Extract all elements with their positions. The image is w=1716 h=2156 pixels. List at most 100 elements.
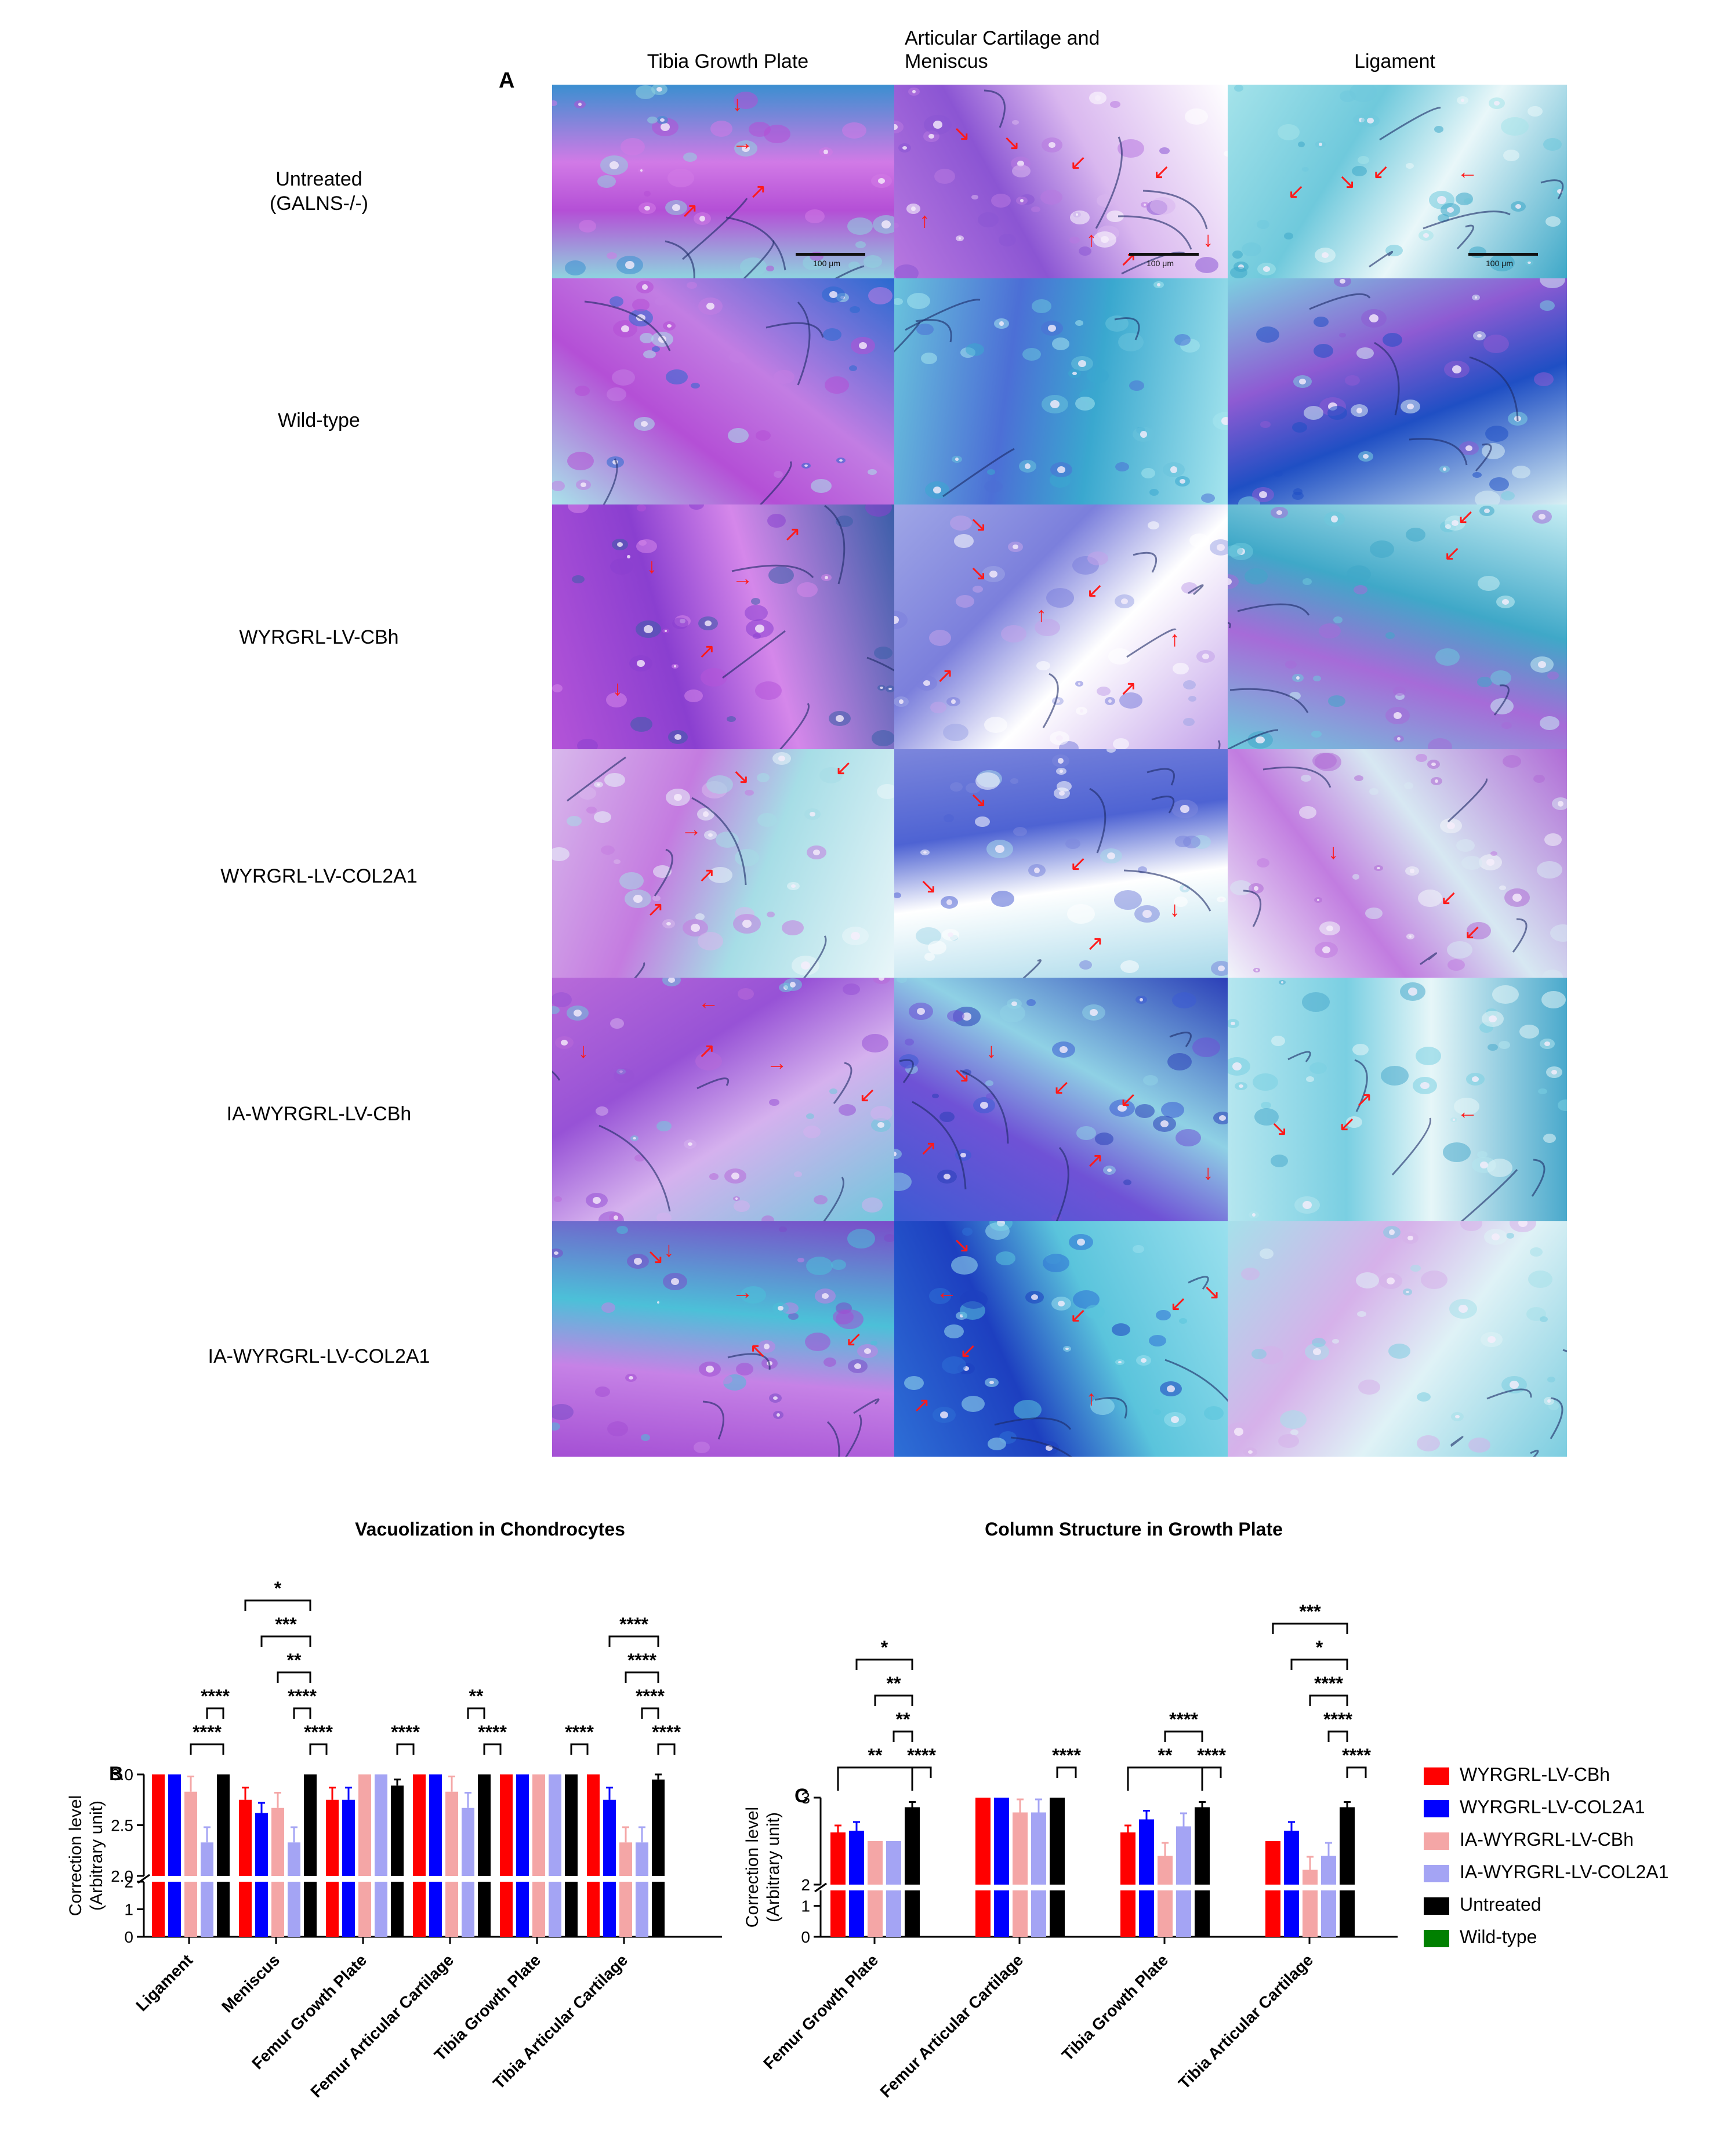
bar: [462, 1807, 474, 1876]
significance-label: ****: [636, 1686, 665, 1707]
bar-lower-segment: [358, 1882, 371, 1937]
y-axis-label: (Arbitrary unit): [87, 1801, 106, 1911]
bar-lower-segment: [168, 1882, 181, 1937]
scale-bar-label: 100 μm: [1147, 259, 1174, 268]
red-arrow-icon: ↗: [749, 179, 767, 203]
red-arrow-icon: ↗: [681, 198, 699, 223]
significance-bracket: [641, 1707, 659, 1719]
bar-lower-segment: [478, 1882, 491, 1937]
bar: [168, 1774, 181, 1876]
significance-label: ****: [652, 1722, 681, 1743]
y-tick-label: 3.0: [111, 1766, 133, 1784]
significance-bracket: [1056, 1766, 1077, 1778]
bar: [1120, 1832, 1135, 1885]
bar-lower-segment: [326, 1882, 339, 1937]
significance-label: ****: [1197, 1745, 1226, 1766]
row-label-ia-wyrgrl-col2a1: IA-WYRGRL-LV-COL2A1: [208, 1345, 430, 1367]
red-arrow-icon: ↑: [1086, 227, 1097, 252]
red-arrow-icon: ↙: [1069, 851, 1087, 875]
micrograph-grid: ↓ → ↗ ↗ 100 μm ↘ ↘ ↙ ↙ ↑ ↑ ↓ ↗ 100 μm ↙ ↘ ↙ ← 100 μm ↓ → ↗ ↗ ↓ ↘…: [552, 85, 1567, 1457]
red-arrow-icon: ↙: [835, 755, 852, 779]
row-label-ia-wyrgrl-cbh: IA-WYRGRL-LV-CBh: [226, 1103, 412, 1125]
significance-bracket: [657, 1743, 676, 1755]
bar: [1303, 1870, 1318, 1885]
red-arrow-icon: →: [766, 1051, 788, 1075]
bar: [886, 1841, 901, 1885]
bar: [1176, 1826, 1191, 1885]
legend-item: WYRGRL-LV-COL2A1: [1424, 1795, 1645, 1819]
bar-lower-segment: [830, 1890, 846, 1937]
bar-lower-segment: [304, 1882, 317, 1937]
significance-bracket: [190, 1743, 224, 1755]
bar: [217, 1774, 230, 1876]
bar: [603, 1799, 616, 1876]
red-arrow-icon: ↘: [953, 1232, 971, 1257]
red-arrow-icon: ↙: [1287, 179, 1305, 203]
legend-label: Untreated: [1460, 1894, 1541, 1915]
significance-label: ****: [565, 1722, 594, 1743]
significance-bracket: [1327, 1730, 1348, 1742]
chart-title: Column Structure in Growth Plate: [985, 1519, 1283, 1540]
bar-lower-segment: [462, 1882, 474, 1937]
significance-bracket: [260, 1635, 311, 1647]
x-tick-label: Tibia Articular Cartilage: [1175, 1951, 1316, 2092]
red-arrow-icon: ↗: [919, 1136, 937, 1160]
bar: [239, 1799, 252, 1876]
micrograph-tile: ↘ ↙ ↘ ↓ ↗: [894, 749, 1228, 978]
significance-label: ***: [275, 1614, 297, 1635]
significance-bracket: [874, 1694, 913, 1706]
legend: WYRGRL-LV-CBh WYRGRL-LV-COL2A1 IA-WYRGRL-L…: [1424, 1763, 1702, 1947]
red-arrow-icon: ↙: [1443, 541, 1461, 565]
significance-label: **: [287, 1650, 302, 1671]
legend-swatch: [1424, 1799, 1449, 1817]
micrograph-tile: ↓ → ↗ ↗ ↓: [552, 504, 894, 749]
micrograph-tile: [894, 278, 1228, 504]
red-arrow-icon: ↖: [749, 1338, 767, 1363]
bar-lower-segment: [1158, 1890, 1173, 1937]
bar: [358, 1774, 371, 1876]
red-arrow-icon: ←: [1457, 159, 1478, 184]
micrograph-tile: [552, 278, 894, 504]
bar: [868, 1841, 883, 1885]
significance-bracket: [1272, 1623, 1348, 1634]
significance-bracket: [277, 1671, 311, 1683]
legend-label: Wild-type: [1460, 1926, 1537, 1947]
red-arrow-icon: ↘: [953, 121, 971, 145]
significance-label: **: [868, 1745, 883, 1766]
bar-lower-segment: [905, 1890, 920, 1937]
red-arrow-icon: ↓: [612, 676, 623, 700]
bar: [1139, 1819, 1154, 1885]
red-arrow-icon: ↙: [1053, 1075, 1071, 1099]
red-arrow-icon: ←: [1457, 1099, 1478, 1123]
bar-lower-segment: [239, 1882, 252, 1937]
red-arrow-icon: ↙: [1338, 1112, 1356, 1135]
bar: [271, 1807, 284, 1876]
bar: [532, 1774, 545, 1876]
bar: [326, 1799, 339, 1876]
bar-lower-segment: [587, 1882, 600, 1937]
red-arrow-icon: →: [732, 130, 753, 155]
y-tick-label: 2.0: [111, 1867, 133, 1885]
y-tick-label: 0: [801, 1928, 810, 1946]
red-arrow-icon: ↙: [1153, 159, 1171, 184]
y-tick-label: 1: [124, 1901, 133, 1919]
significance-bracket: [855, 1658, 913, 1670]
panel-a-letter: A: [499, 68, 515, 93]
bar: [975, 1798, 991, 1885]
red-arrow-icon: ↑: [1036, 602, 1047, 626]
bar-lower-segment: [1176, 1890, 1191, 1937]
red-arrow-icon: ↙: [1069, 1303, 1087, 1327]
red-arrow-icon: ↘: [647, 1244, 665, 1268]
red-arrow-icon: ↓: [732, 92, 743, 116]
bar-lower-segment: [500, 1882, 513, 1937]
red-arrow-icon: ↗: [783, 521, 801, 546]
bar-lower-segment: [1013, 1890, 1028, 1937]
y-tick-label: 2.5: [111, 1817, 133, 1835]
red-arrow-icon: ↘: [969, 787, 987, 811]
x-tick-label: Femur Growth Plate: [760, 1951, 881, 2072]
legend-label: WYRGRL-LV-CBh: [1460, 1764, 1610, 1785]
legend-swatch: [1424, 1767, 1449, 1785]
x-tick-label: Femur Articular Cartilage: [307, 1951, 457, 2101]
micrograph-tile: ↙ ↘ ↙ ← 100 μm: [1228, 85, 1567, 278]
red-arrow-icon: ↗: [698, 1039, 716, 1062]
